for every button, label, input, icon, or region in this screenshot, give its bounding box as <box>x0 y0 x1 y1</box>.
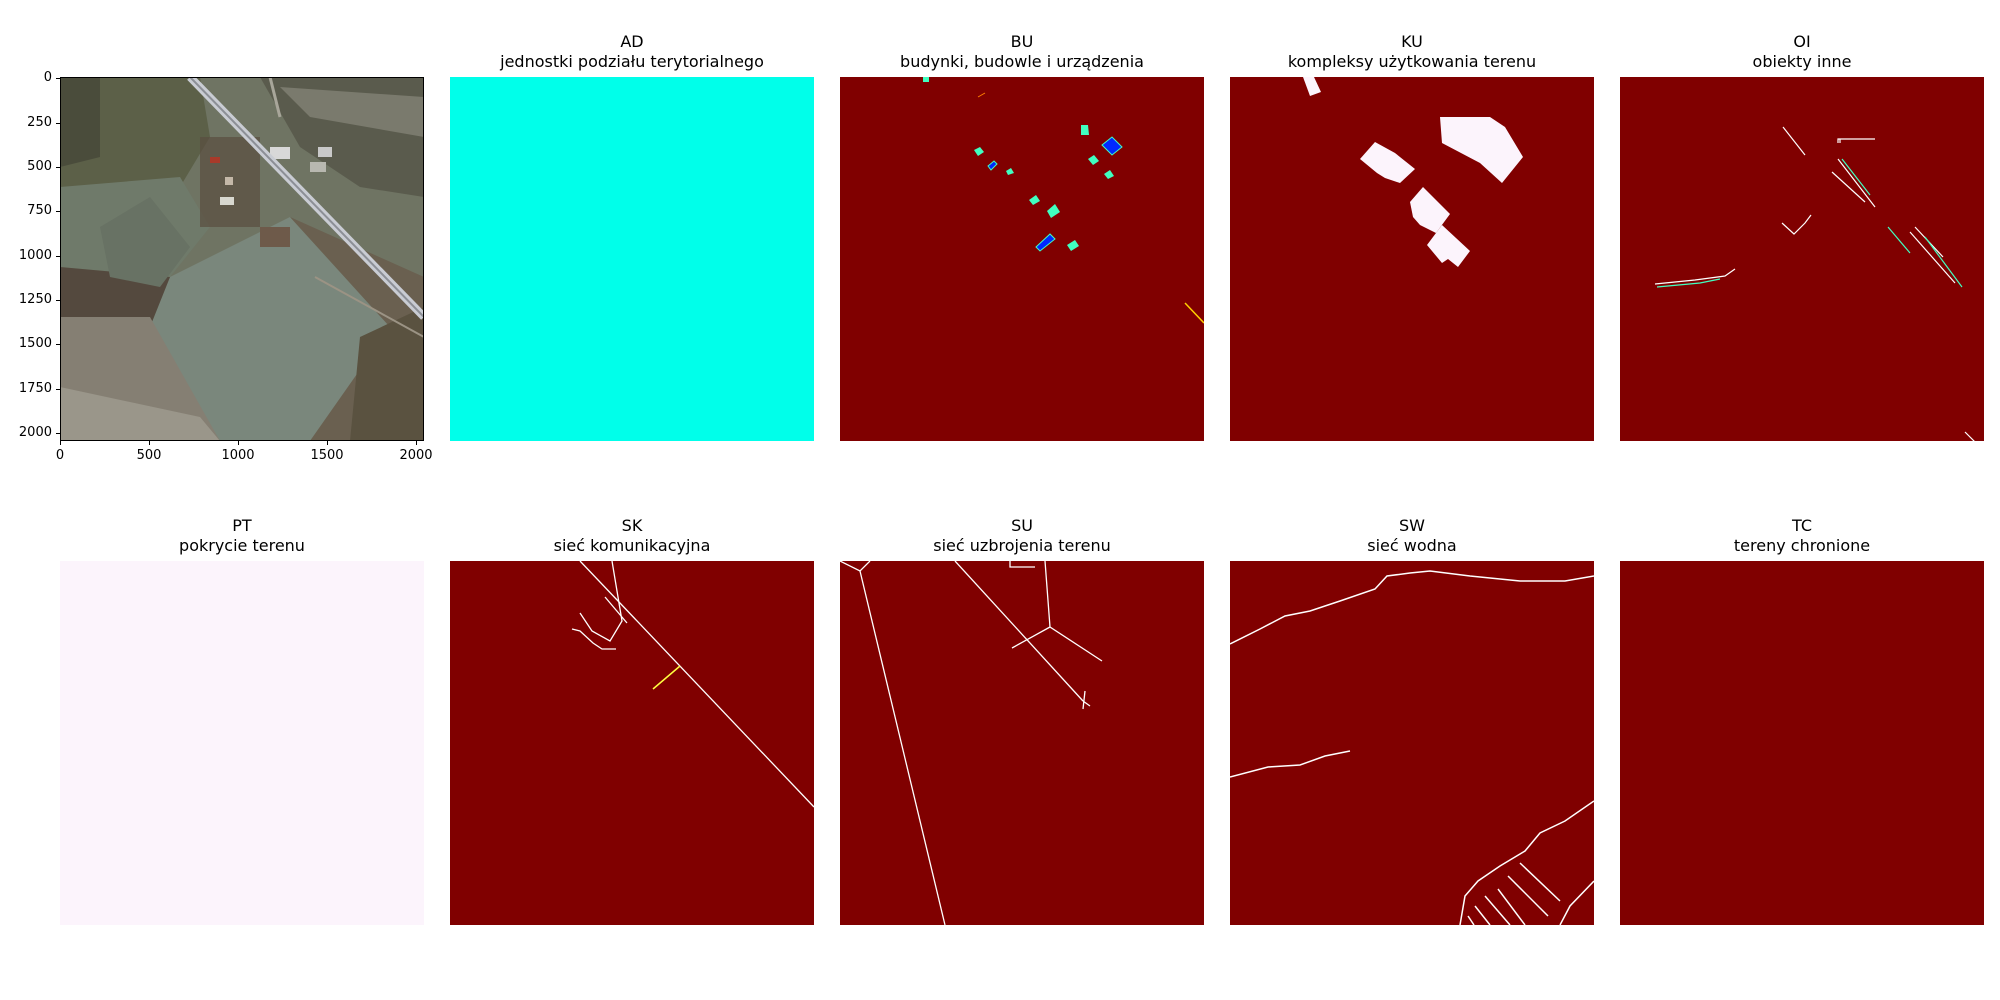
y-tick-mark <box>56 123 60 124</box>
panel-title-ku: KU kompleksy użytkowania terenu <box>1230 32 1594 72</box>
panel-title-sw: SW sieć wodna <box>1230 516 1594 556</box>
y-tick-label: 1000 <box>18 248 52 263</box>
x-tick-mark <box>149 441 150 445</box>
mask-panel-pt <box>60 561 424 925</box>
aerial-image-panel <box>60 77 424 441</box>
aerial-image-frame <box>60 77 424 441</box>
panel-label: budynki, budowle i urządzenia <box>900 52 1144 71</box>
y-tick-label: 1500 <box>18 336 52 351</box>
panel-label: pokrycie terenu <box>179 536 305 555</box>
mask-ku-shapes <box>1303 77 1523 267</box>
mask-su-lines <box>840 561 1103 925</box>
panel-label: tereny chronione <box>1733 536 1871 555</box>
y-tick-label: 0 <box>43 70 52 85</box>
panel-label: jednostki podziału terytorialnego <box>500 52 764 71</box>
aerial-image <box>60 77 424 441</box>
y-tick-mark <box>56 78 60 79</box>
y-tick-mark <box>56 167 60 168</box>
y-tick-mark <box>56 389 60 390</box>
panel-code: OI <box>1793 32 1811 51</box>
y-tick-label: 250 <box>27 115 52 130</box>
x-tick-mark <box>327 441 328 445</box>
mask-panel-ku <box>1230 77 1594 441</box>
mask-panel-su <box>840 561 1204 925</box>
x-tick-label: 1000 <box>221 448 255 463</box>
y-tick-label: 750 <box>27 203 52 218</box>
y-tick-label: 1250 <box>18 292 52 307</box>
x-tick-label: 1500 <box>310 448 344 463</box>
panel-code: SK <box>621 516 643 535</box>
panel-title-ad: AD jednostki podziału terytorialnego <box>450 32 814 72</box>
panel-title-tc: TC tereny chronione <box>1620 516 1984 556</box>
panel-label: sieć wodna <box>1367 536 1457 555</box>
x-tick-label: 0 <box>55 448 65 463</box>
panel-code: SW <box>1399 516 1425 535</box>
panel-title-bu: BU budynki, budowle i urządzenia <box>840 32 1204 72</box>
panel-title-su: SU sieć uzbrojenia terenu <box>840 516 1204 556</box>
y-tick-mark <box>56 433 60 434</box>
y-tick-label: 2000 <box>18 425 52 440</box>
panel-code: SU <box>1011 516 1033 535</box>
y-tick-label: 1750 <box>18 381 52 396</box>
x-tick-label: 2000 <box>399 448 433 463</box>
panel-code: PT <box>232 516 252 535</box>
mask-bu-shapes <box>923 77 1204 324</box>
mask-sk-lines <box>571 561 814 808</box>
y-tick-mark <box>56 300 60 301</box>
y-tick-mark <box>56 211 60 212</box>
mask-panel-oi <box>1620 77 1984 441</box>
panel-code: KU <box>1401 32 1423 51</box>
panel-label: obiekty inne <box>1752 52 1852 71</box>
x-tick-label: 500 <box>136 448 162 463</box>
panel-code: AD <box>620 32 644 51</box>
panel-label: sieć komunikacyjna <box>553 536 711 555</box>
panel-code: BU <box>1010 32 1034 51</box>
mask-panel-bu <box>840 77 1204 441</box>
y-tick-mark <box>56 256 60 257</box>
panel-title-pt: PT pokrycie terenu <box>60 516 424 556</box>
x-tick-mark <box>238 441 239 445</box>
x-tick-mark <box>60 441 61 445</box>
mask-panel-tc <box>1620 561 1984 925</box>
y-tick-mark <box>56 344 60 345</box>
mask-sw-lines <box>1230 570 1594 925</box>
x-tick-mark <box>416 441 417 445</box>
panel-title-oi: OI obiekty inne <box>1620 32 1984 72</box>
mask-panel-ad <box>450 77 814 441</box>
mask-panel-sw <box>1230 561 1594 925</box>
mask-oi-lines <box>1654 126 1975 441</box>
panel-label: sieć uzbrojenia terenu <box>933 536 1111 555</box>
mask-panel-sk <box>450 561 814 925</box>
panel-title-sk: SK sieć komunikacyjna <box>450 516 814 556</box>
y-tick-label: 500 <box>27 159 52 174</box>
panel-label: kompleksy użytkowania terenu <box>1287 52 1537 71</box>
panel-code: TC <box>1791 516 1812 535</box>
